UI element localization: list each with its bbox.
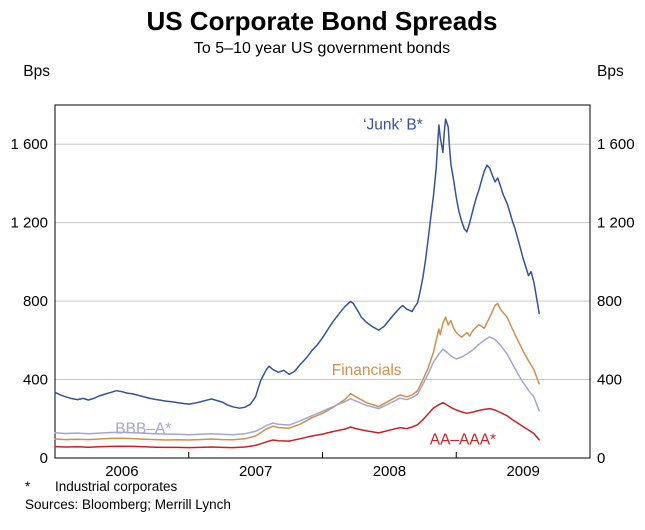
y-label-right-400: 400 — [597, 372, 622, 389]
series-label-bbb-a: BBB–A* — [115, 421, 171, 438]
y-label-right-1200: 1 200 — [597, 215, 635, 232]
y-label-left-1200: 1 200 — [10, 215, 48, 232]
chart-title: US Corporate Bond Spreads — [146, 6, 497, 36]
x-label-2007: 2007 — [239, 463, 272, 480]
series-label-financials: Financials — [332, 362, 402, 379]
footnote-text: Industrial corporates — [55, 479, 178, 494]
plot-area: 0 0 400 400 800 800 1 200 1 200 1 600 1 600 2006 20… — [10, 104, 635, 480]
series-label-junk-b: ‘Junk’ B* — [363, 117, 423, 134]
series-line-aa-aaa — [54, 401, 540, 449]
chart-subtitle: To 5–10 year US government bonds — [194, 40, 450, 57]
y-label-right-0: 0 — [597, 450, 605, 467]
y-label-left-400: 400 — [23, 372, 48, 389]
y-label-right-1600: 1 600 — [597, 136, 635, 153]
y-label-left-800: 800 — [23, 293, 48, 310]
y-label-right-800: 800 — [597, 293, 622, 310]
y-axis-unit-right: Bps — [597, 63, 624, 80]
y-axis-unit-left: Bps — [23, 63, 50, 80]
y-label-left-0: 0 — [40, 450, 48, 467]
series-line-bbb-a — [54, 336, 540, 436]
sources-text: Sources: Bloomberg; Merrill Lynch — [25, 497, 231, 512]
plot-frame — [54, 104, 591, 459]
footnote-marker: * — [25, 479, 31, 494]
x-label-2006: 2006 — [105, 463, 138, 480]
series-line-junk-b — [54, 118, 540, 409]
series-label-aa-aaa: AA–AAA* — [430, 431, 496, 448]
x-label-2009: 2009 — [506, 463, 539, 480]
x-label-2008: 2008 — [373, 463, 406, 480]
series-line-financials — [54, 302, 540, 441]
y-label-left-1600: 1 600 — [10, 136, 48, 153]
